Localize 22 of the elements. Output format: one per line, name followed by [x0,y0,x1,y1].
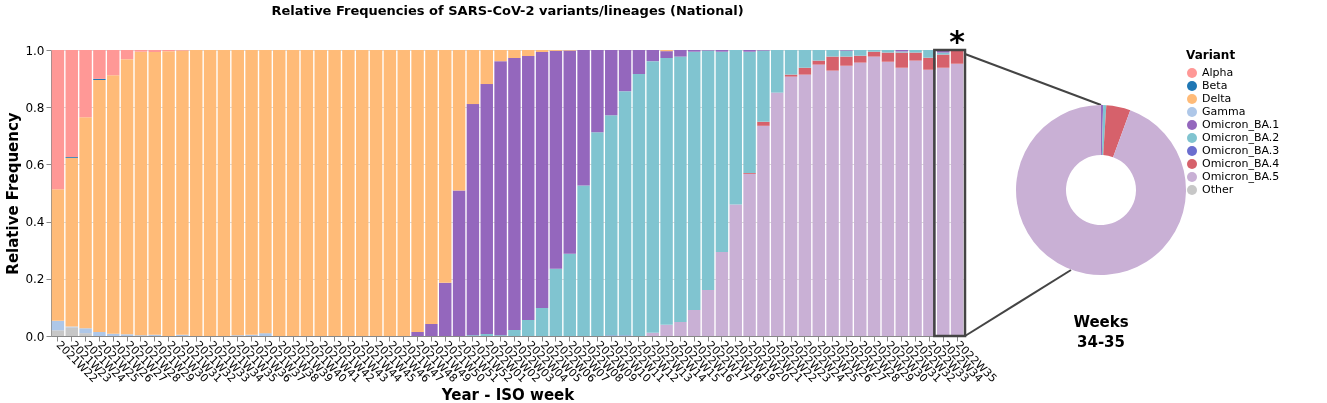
y-tick-label: 0.8 [25,100,45,115]
y-tick-label: 0.4 [25,215,45,230]
y-tick-label: 0.0 [25,329,45,344]
x-axis-title: Year - ISO week [440,386,576,403]
legend-label: Omicron_BA.2 [1202,131,1280,144]
legend-label: Omicron_BA.3 [1202,144,1280,157]
chart-title: Relative Frequencies of SARS-CoV-2 variants/lineages (National) [271,3,744,18]
legend-label: Omicron_BA.4 [1202,157,1280,170]
y-tick-label: 1.0 [25,43,45,58]
y-axis-title: Relative Frequency [4,112,23,275]
legend-label: Delta [1202,92,1232,105]
legend-label: Other [1202,183,1234,196]
legend-label: Alpha [1202,66,1234,79]
annotation: * [949,24,966,59]
y-tick-label: 0.6 [25,157,45,172]
text: Weeks 34-35 [1073,313,1129,351]
y-tick-label: 0.2 [25,272,45,287]
legend-label: Omicron_BA.5 [1202,170,1280,183]
legend-label: Beta [1202,79,1228,92]
legend-label: Omicron_BA.1 [1202,118,1280,131]
legend-label: Gamma [1202,105,1246,118]
legend-title: Variant [1186,48,1236,62]
